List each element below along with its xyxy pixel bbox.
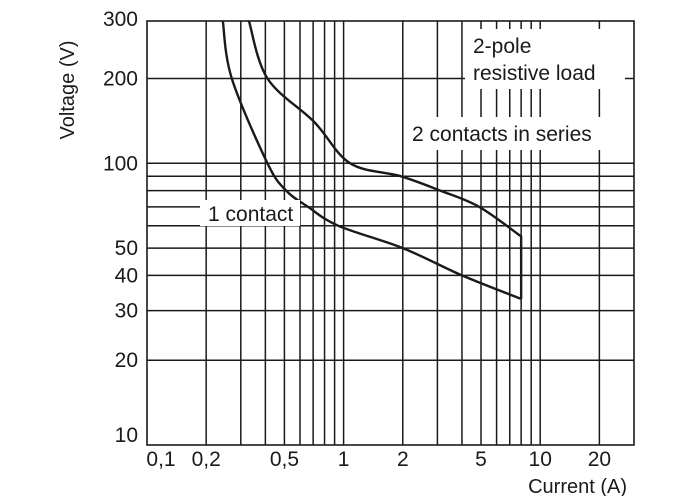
y-tick-labels: 300 200 100 50 40 30 20 10	[103, 8, 138, 447]
annotation-bg-2pole	[465, 29, 625, 89]
x-tick-label: 20	[588, 448, 611, 471]
annotation-bg-1contact	[200, 200, 300, 226]
y-tick-label: 20	[115, 349, 138, 372]
annotation-resistive-load: resistive load	[473, 62, 596, 85]
x-tick-label: 2	[397, 448, 409, 471]
x-tick-label: 1	[338, 448, 350, 471]
plot-frame	[146, 20, 635, 446]
grid	[147, 21, 634, 445]
series-line-1	[221, 20, 522, 301]
series-label-1-contact: 1 contact	[208, 203, 293, 226]
y-tick-label: 50	[115, 237, 138, 260]
annotation-2pole: 2-pole	[473, 35, 531, 58]
series-line-2	[247, 20, 523, 299]
y-tick-label: 100	[103, 152, 138, 175]
y-tick-label: 10	[115, 424, 138, 447]
y-tick-label: 200	[103, 68, 138, 91]
curves	[221, 20, 523, 301]
annotation-bg-series	[406, 117, 602, 150]
x-axis-label: Current (A)	[528, 476, 627, 496]
y-axis-label: Voltage (V)	[57, 41, 79, 140]
x-tick-label: 0,5	[270, 448, 299, 471]
x-tick-label: 10	[529, 448, 552, 471]
x-tick-label: 0,1	[146, 448, 175, 471]
x-tick-label: 0,2	[192, 448, 221, 471]
x-tick-label: 5	[475, 448, 487, 471]
y-tick-label: 300	[103, 8, 138, 31]
label-backgrounds	[200, 29, 625, 226]
y-tick-label: 30	[115, 300, 138, 323]
y-tick-label: 40	[115, 264, 138, 287]
series-label-2-contacts: 2 contacts in series	[412, 123, 592, 146]
x-tick-labels: 0,1 0,2 0,5 1 2 5 10 20	[146, 448, 611, 471]
